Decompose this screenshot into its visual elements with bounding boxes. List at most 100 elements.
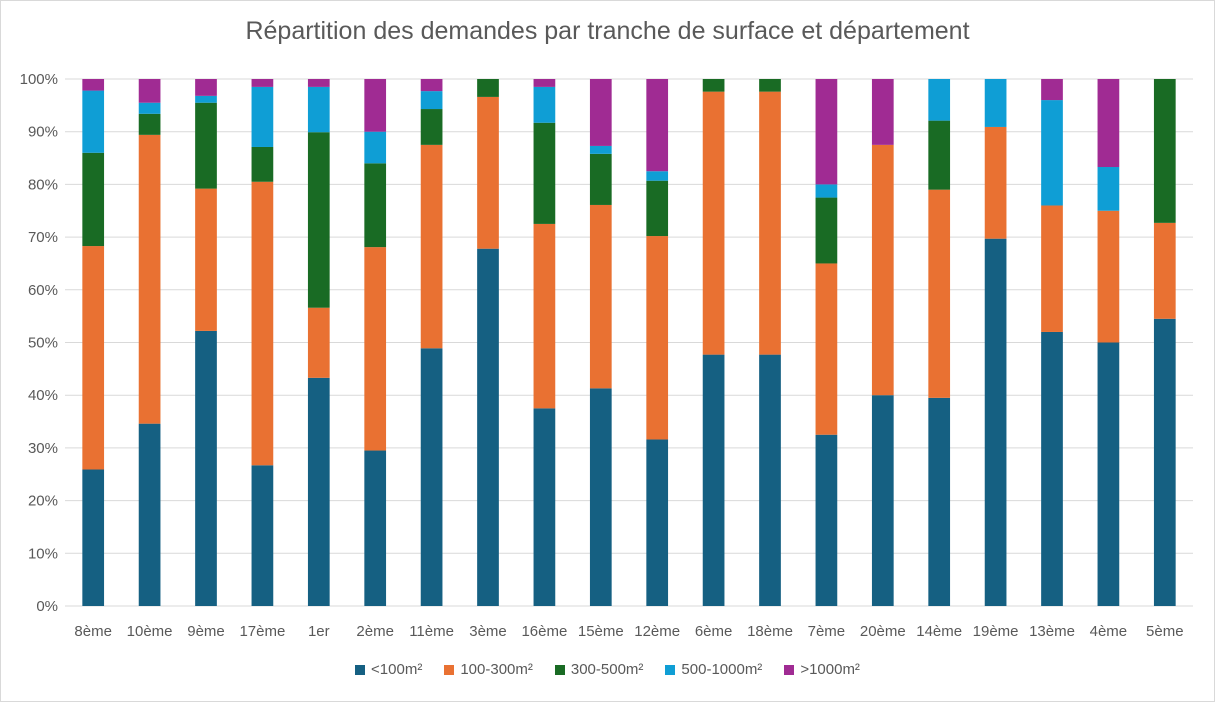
bar-segment xyxy=(251,465,274,606)
legend-label: 500-1000m² xyxy=(681,661,763,678)
y-tick-label: 0% xyxy=(36,598,58,615)
x-tick-label: 2ème xyxy=(356,623,394,640)
bar-segment xyxy=(477,96,499,249)
bar-segment xyxy=(195,95,217,103)
legend-swatch xyxy=(444,664,455,675)
legend-label: 100-300m² xyxy=(460,661,533,678)
bar-segment xyxy=(759,91,781,355)
bar-segment xyxy=(871,79,894,145)
y-tick-label: 30% xyxy=(28,440,58,457)
bar-segment xyxy=(589,145,612,154)
bar-segment xyxy=(702,91,725,355)
bar-segment xyxy=(195,330,217,606)
bar-segment xyxy=(195,188,217,331)
bar-segment xyxy=(82,246,105,470)
bar-segment xyxy=(477,79,499,97)
legend-swatch xyxy=(665,664,676,675)
chart-title: Répartition des demandes par tranche de … xyxy=(245,17,970,45)
bar-segment xyxy=(364,450,387,606)
y-tick-label: 50% xyxy=(28,335,58,352)
bar-segment xyxy=(928,120,951,190)
y-tick-label: 70% xyxy=(28,229,58,246)
bar-segment xyxy=(759,79,781,92)
bar-segment xyxy=(928,79,951,121)
bar-segment xyxy=(195,102,217,189)
bar-segment xyxy=(364,79,387,132)
x-tick-label: 11ème xyxy=(409,623,454,640)
bar-segment xyxy=(1153,222,1176,319)
x-tick-label: 17ème xyxy=(239,623,285,640)
bar-segment xyxy=(702,79,725,92)
bar-segment xyxy=(251,86,274,147)
bar-segment xyxy=(364,131,387,164)
x-tick-label: 8ème xyxy=(74,623,112,640)
bar-segment xyxy=(1097,79,1120,168)
bar-segment xyxy=(251,79,274,87)
legend-label: >1000m² xyxy=(800,661,860,678)
legend-item: >1000m² xyxy=(784,661,860,678)
legend-swatch xyxy=(554,664,565,675)
bar-segment xyxy=(82,469,105,606)
bar-segment xyxy=(646,79,669,172)
bar-segment xyxy=(307,132,330,308)
x-tick-label: 6ème xyxy=(695,623,733,640)
bar-segment xyxy=(646,236,669,440)
bar-segment xyxy=(420,348,443,606)
legend-label: <100m² xyxy=(371,661,423,678)
bar-segment xyxy=(815,434,838,606)
y-tick-label: 20% xyxy=(28,493,58,510)
bar-segment xyxy=(589,204,612,389)
bar-segment xyxy=(815,263,838,435)
bar-segment xyxy=(307,307,330,378)
bar-segment xyxy=(1041,100,1063,206)
bar-segment xyxy=(1097,167,1120,211)
bar-segment xyxy=(307,377,330,606)
bar-segment xyxy=(533,79,556,87)
bar-segment xyxy=(702,354,725,606)
bar-segment xyxy=(815,197,838,264)
y-tick-label: 10% xyxy=(28,545,58,562)
bar-segment xyxy=(1097,210,1120,343)
bar-segment xyxy=(1153,79,1176,223)
x-tick-label: 20ème xyxy=(860,623,906,640)
bar-segment xyxy=(420,79,443,92)
bar-segment xyxy=(984,126,1007,239)
bar-segment xyxy=(82,90,105,153)
x-tick-label: 7ème xyxy=(808,623,846,640)
x-tick-label: 9ème xyxy=(187,623,225,640)
bar-segment xyxy=(646,171,669,181)
legend-item: 500-1000m² xyxy=(665,661,762,678)
x-tick-label: 14ème xyxy=(916,623,962,640)
legend-label: 300-500m² xyxy=(570,661,644,678)
bar-segment xyxy=(984,79,1007,127)
bar-segment xyxy=(251,146,274,182)
bar-segment xyxy=(420,144,443,349)
bar-segment xyxy=(307,79,330,87)
y-tick-label: 90% xyxy=(28,124,58,141)
bar-segment xyxy=(138,134,161,424)
y-tick-label: 40% xyxy=(28,387,58,404)
bar-segment xyxy=(364,247,387,451)
y-tick-label: 100% xyxy=(20,71,58,88)
x-tick-label: 1er xyxy=(308,623,330,640)
x-tick-label: 12ème xyxy=(634,623,680,640)
bar-segment xyxy=(984,238,1007,606)
x-tick-label: 16ème xyxy=(521,623,567,640)
bar-segment xyxy=(364,163,387,248)
x-tick-label: 13ème xyxy=(1029,623,1075,640)
bar-segment xyxy=(815,79,838,185)
legend-swatch xyxy=(355,664,366,675)
bar-segment xyxy=(589,79,612,146)
legend-item: <100m² xyxy=(355,661,422,678)
bar-segment xyxy=(1041,331,1063,606)
bar-segment xyxy=(533,223,556,409)
bar-segment xyxy=(928,189,951,398)
bar-segment xyxy=(477,248,499,606)
x-tick-label: 18ème xyxy=(747,623,793,640)
bar-segment xyxy=(533,86,556,123)
legend-swatch xyxy=(784,664,795,675)
bar-segment xyxy=(82,152,105,247)
bar-segment xyxy=(1097,342,1120,606)
y-tick-label: 60% xyxy=(28,282,58,299)
